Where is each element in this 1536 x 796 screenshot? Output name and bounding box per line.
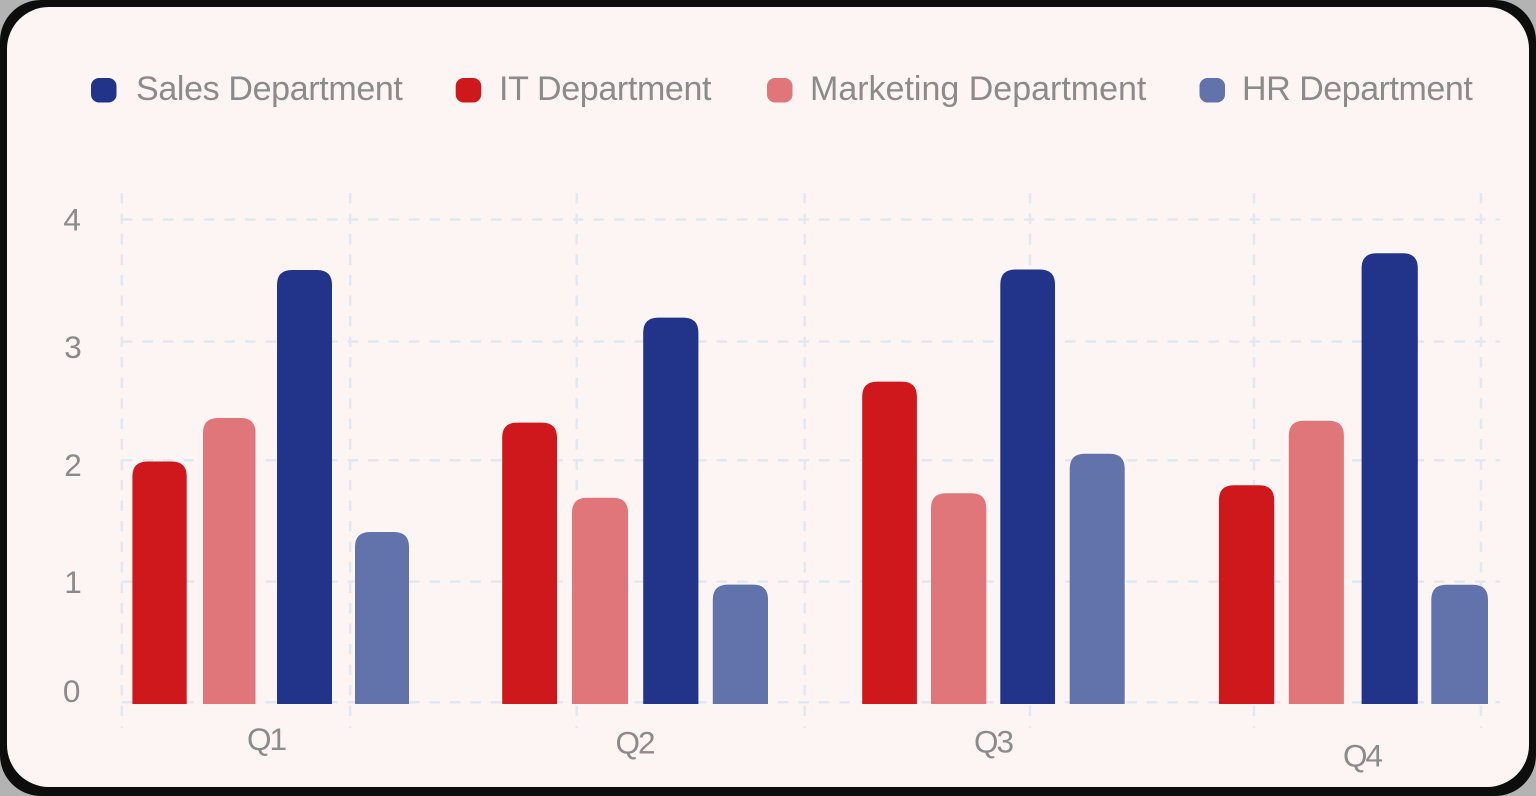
svg-text:Q4: Q4 <box>1343 738 1383 774</box>
svg-text:Marketing Department: Marketing Department <box>810 70 1147 108</box>
svg-text:0: 0 <box>63 673 81 709</box>
svg-text:Q2: Q2 <box>615 725 654 761</box>
svg-text:4: 4 <box>63 202 81 238</box>
svg-text:Q1: Q1 <box>247 721 286 757</box>
svg-text:HR Department: HR Department <box>1242 70 1473 108</box>
svg-text:3: 3 <box>64 329 82 365</box>
svg-text:2: 2 <box>64 447 82 483</box>
svg-text:IT Department: IT Department <box>499 70 712 108</box>
svg-text:Sales Department: Sales Department <box>136 70 403 108</box>
svg-text:Q3: Q3 <box>974 724 1014 760</box>
svg-text:1: 1 <box>64 564 82 600</box>
